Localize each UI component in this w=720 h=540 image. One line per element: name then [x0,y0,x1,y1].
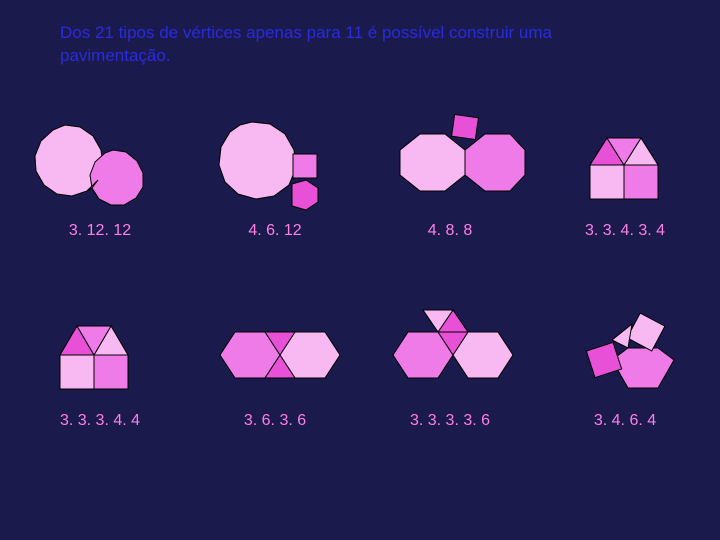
tessellation-3-12-12 [15,110,185,220]
tessellation-3-6-3-6 [190,300,360,410]
figure-label: 3. 3. 3. 4. 4 [15,412,185,430]
figure-cell: 4. 8. 8 [365,110,535,240]
tessellation-3-3-4-3-4 [540,110,710,220]
tessellation-3-3-3-4-4 [15,300,185,410]
figure-label: 3. 12. 12 [15,222,185,240]
figure-cell: 3. 6. 3. 6 [190,300,360,430]
figure-label: 3. 3. 4. 3. 4 [540,222,710,240]
figure-label: 3. 4. 6. 4 [540,412,710,430]
figure-cell: 3. 3. 3. 3. 6 [365,300,535,430]
tessellation-3-3-3-3-6 [365,300,535,410]
tessellation-4-6-12 [190,110,360,220]
figure-cell: 4. 6. 12 [190,110,360,240]
tessellation-4-8-8 [365,110,535,220]
figure-cell: 3. 3. 3. 4. 4 [15,300,185,430]
figure-cell: 3. 12. 12 [15,110,185,240]
figure-label: 3. 3. 3. 3. 6 [365,412,535,430]
figure-cell: 3. 3. 4. 3. 4 [540,110,710,240]
figure-label: 4. 6. 12 [190,222,360,240]
figure-label: 4. 8. 8 [365,222,535,240]
tessellation-3-4-6-4 [540,300,710,410]
figure-label: 3. 6. 3. 6 [190,412,360,430]
page-title: Dos 21 tipos de vértices apenas para 11 … [60,22,660,68]
figure-cell: 3. 4. 6. 4 [540,300,710,430]
